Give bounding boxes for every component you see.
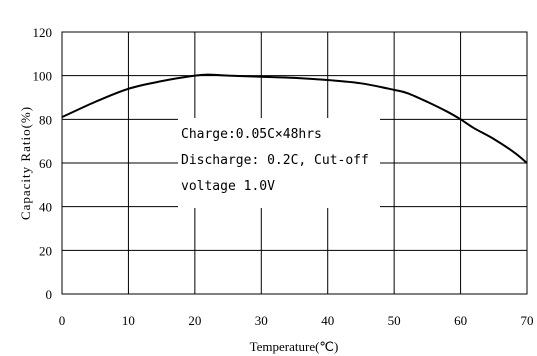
annotation-line-discharge: Discharge: 0.2C, Cut-off <box>181 153 369 168</box>
y-tick-labels: 0 20 40 60 80 100 120 <box>33 25 53 302</box>
plot-area-border <box>61 31 528 295</box>
y-tick-label: 0 <box>46 287 53 302</box>
y-tick-label: 60 <box>39 156 52 171</box>
y-tick-label: 80 <box>39 112 52 127</box>
x-tick-label: 40 <box>321 313 334 328</box>
x-tick-label: 70 <box>521 313 534 328</box>
series-line <box>61 73 528 164</box>
annotation-background <box>178 118 380 208</box>
x-axis-label: Temperature(℃) <box>250 339 339 354</box>
y-tick-label: 120 <box>33 25 53 40</box>
y-tick-label: 40 <box>39 200 52 215</box>
x-tick-label: 10 <box>122 313 135 328</box>
annotation-line-voltage: voltage 1.0V <box>181 179 275 194</box>
x-tick-label: 30 <box>255 313 268 328</box>
x-tick-label: 20 <box>188 313 201 328</box>
y-axis-label: Capacity Ratio(%) <box>18 106 33 220</box>
x-tick-label: 60 <box>454 313 467 328</box>
x-tick-label: 0 <box>59 313 66 328</box>
x-tick-labels: 0 10 20 30 40 50 60 70 <box>59 313 534 328</box>
y-tick-label: 20 <box>39 243 52 258</box>
y-tick-label: 100 <box>33 69 53 84</box>
annotation-line-charge: Charge:0.05C×48hrs <box>181 127 322 142</box>
x-tick-label: 50 <box>388 313 401 328</box>
